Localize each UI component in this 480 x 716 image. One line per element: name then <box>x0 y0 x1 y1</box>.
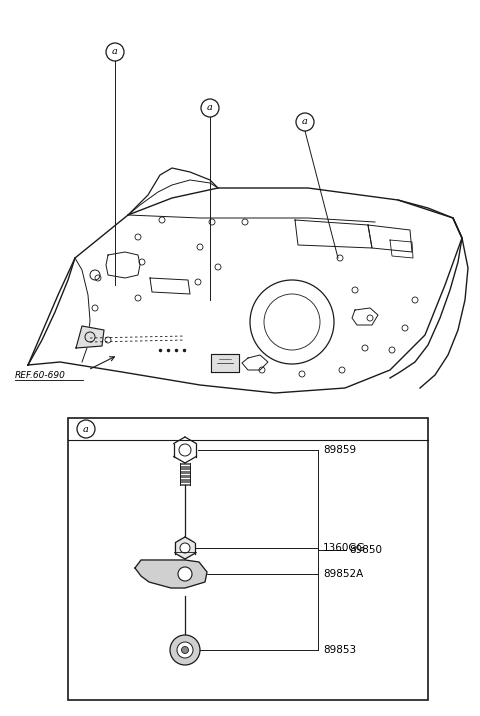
Text: a: a <box>302 117 308 127</box>
Circle shape <box>178 567 192 581</box>
Circle shape <box>181 647 189 654</box>
Text: 89850: 89850 <box>349 545 382 555</box>
Polygon shape <box>211 354 239 372</box>
Text: a: a <box>112 47 118 57</box>
Circle shape <box>179 444 191 456</box>
Circle shape <box>106 43 124 61</box>
Circle shape <box>201 99 219 117</box>
Circle shape <box>77 420 95 438</box>
Text: 89859: 89859 <box>323 445 356 455</box>
Circle shape <box>180 543 190 553</box>
Text: 89852A: 89852A <box>323 569 363 579</box>
Polygon shape <box>135 560 207 588</box>
Circle shape <box>174 537 196 559</box>
Text: a: a <box>83 425 89 433</box>
Circle shape <box>170 635 200 665</box>
Circle shape <box>177 642 193 658</box>
Text: 89853: 89853 <box>323 645 356 655</box>
Circle shape <box>296 113 314 131</box>
Text: REF.60-690: REF.60-690 <box>15 371 66 380</box>
Bar <box>68 418 428 700</box>
Text: 1360GG: 1360GG <box>323 543 366 553</box>
Polygon shape <box>76 326 104 348</box>
Text: a: a <box>207 104 213 112</box>
